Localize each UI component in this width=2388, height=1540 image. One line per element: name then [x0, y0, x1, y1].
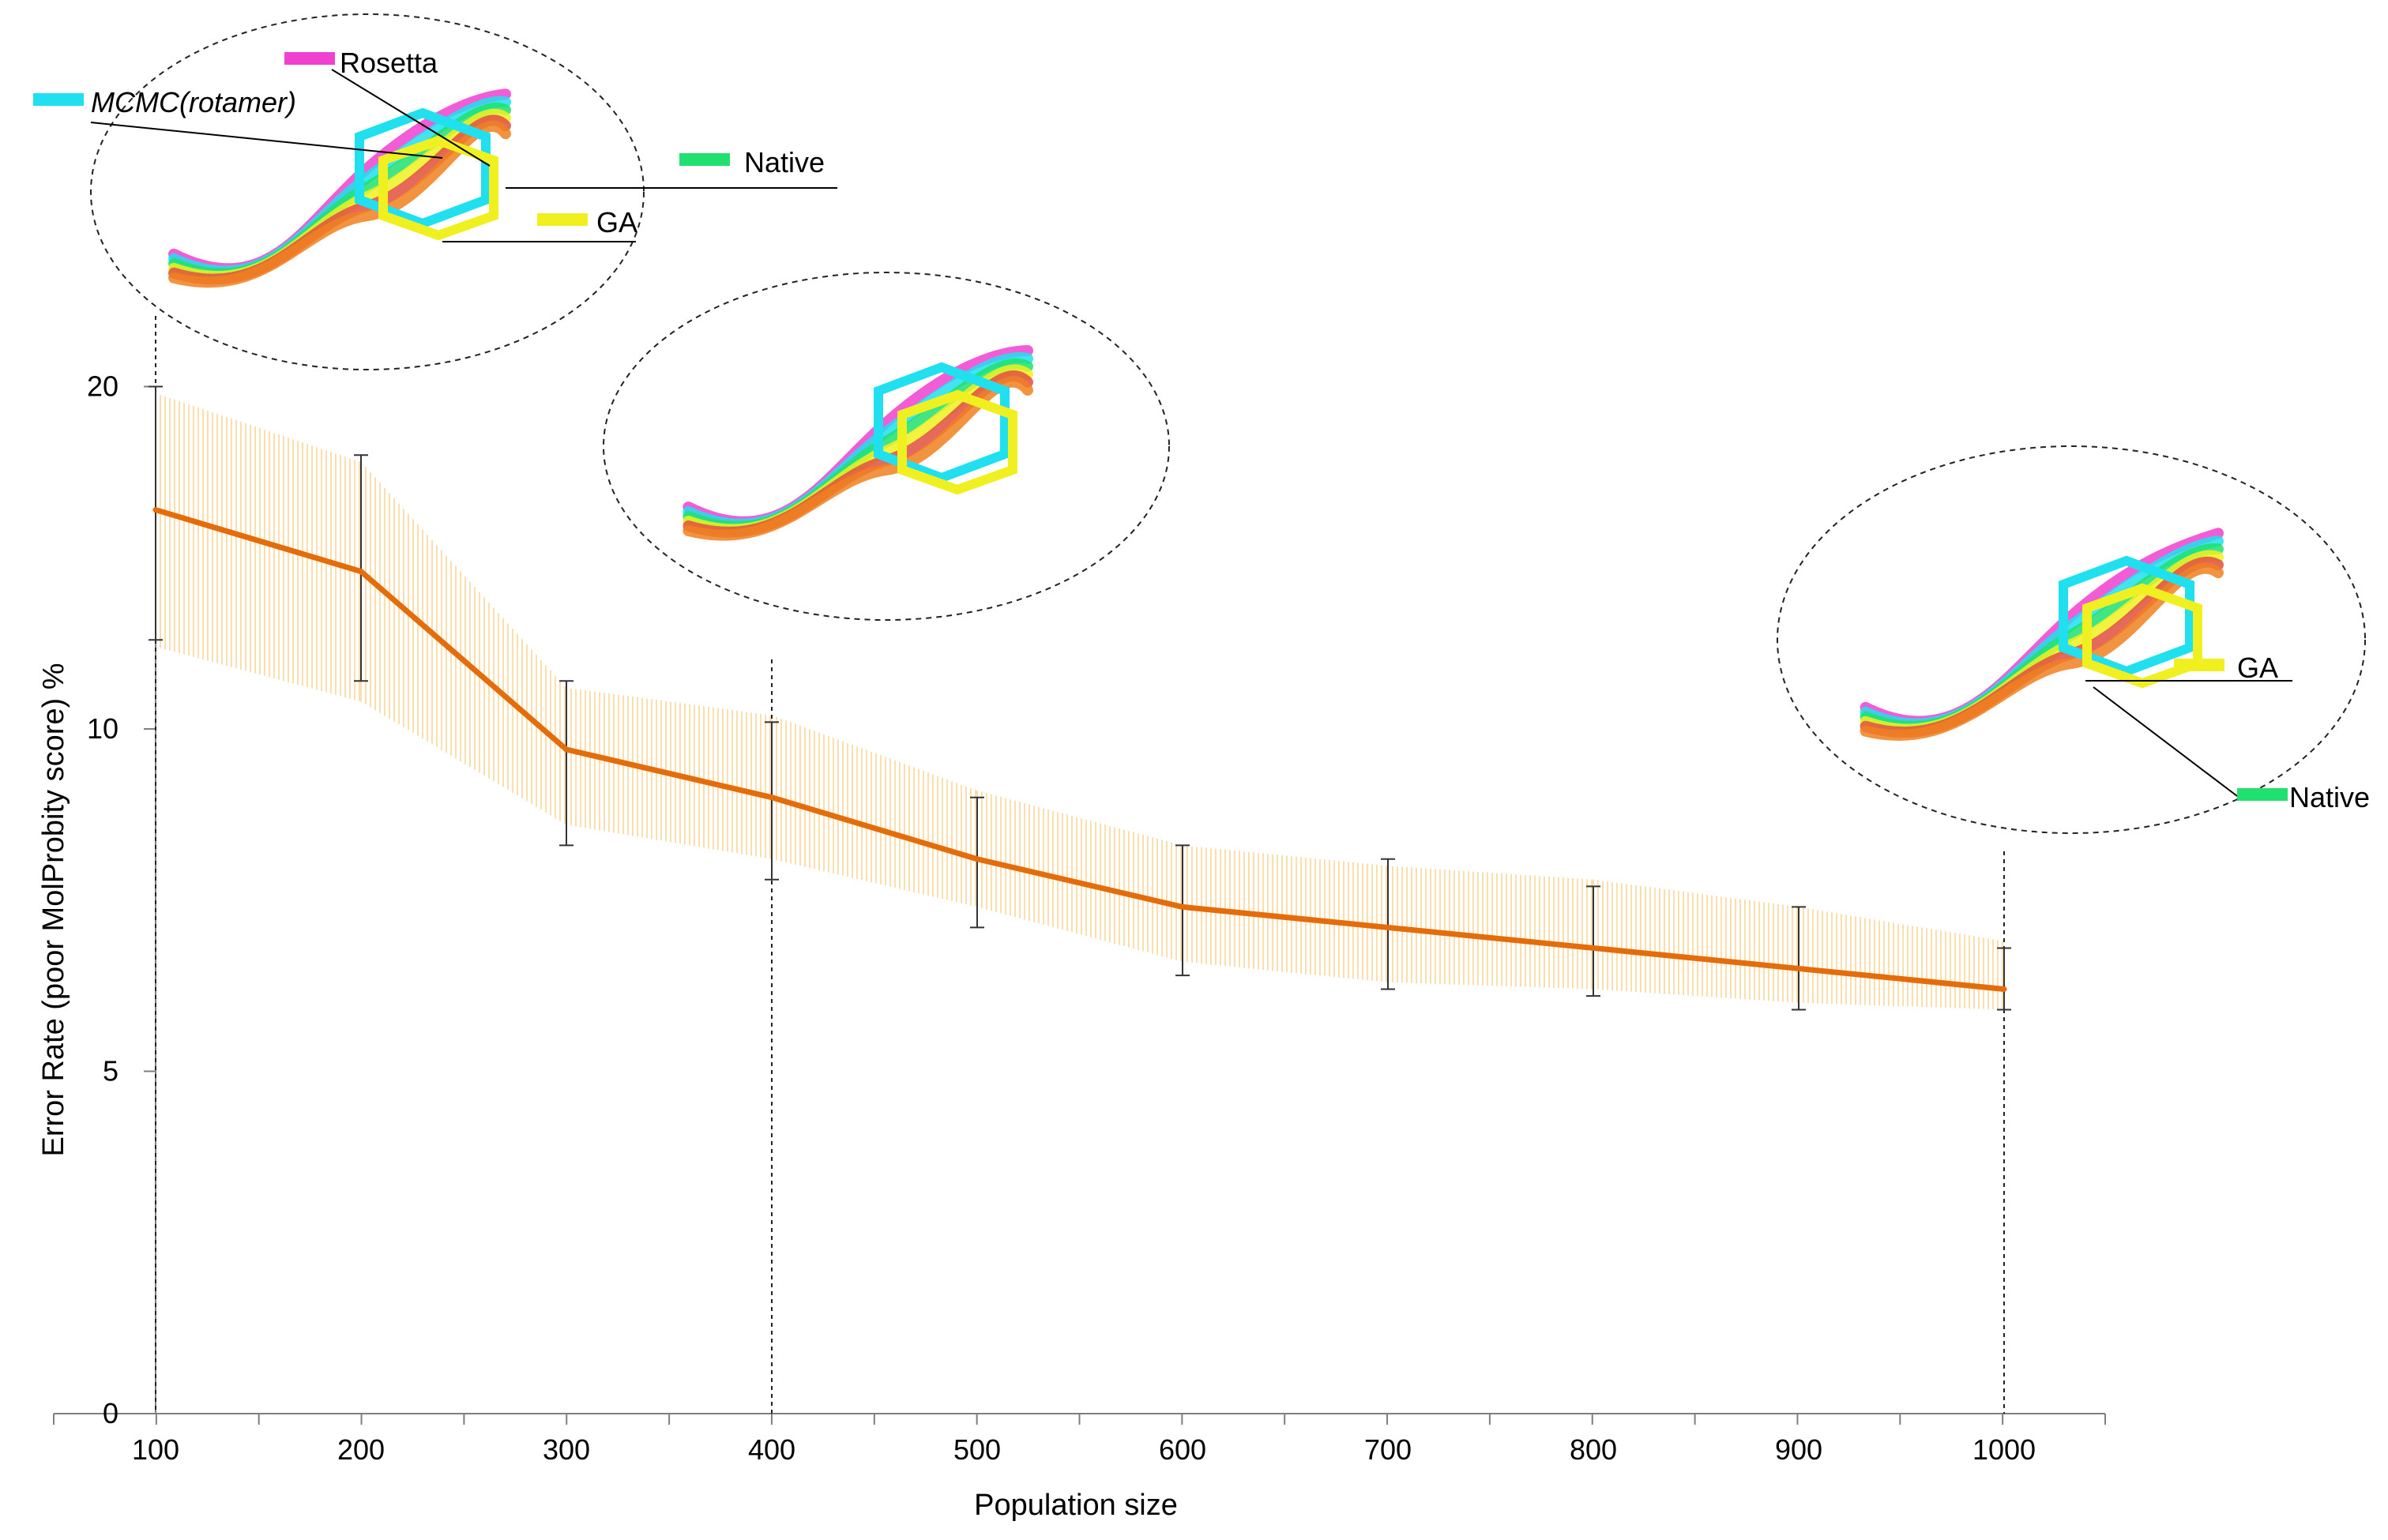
data-point: [1181, 905, 1184, 909]
x-axis-title: Population size: [974, 1489, 1178, 1522]
x-tick-label: 900: [1775, 1433, 1822, 1466]
legend-swatch: [284, 52, 335, 65]
legend-swatch: [537, 213, 588, 226]
data-point: [2003, 987, 2006, 991]
legend-label: MCMC(rotamer): [91, 86, 296, 118]
series-line: [152, 507, 2007, 992]
legend-swatch: [2237, 788, 2288, 801]
legend-label: Native: [2289, 781, 2370, 813]
x-tick-label: 800: [1570, 1433, 1617, 1466]
x-tick-label: 500: [953, 1433, 1001, 1466]
legend-swatch: [679, 153, 730, 166]
error-band: [155, 393, 2003, 1010]
data-point: [359, 569, 363, 573]
legend-label: GA: [596, 206, 637, 239]
molecule-ring: [2059, 555, 2194, 677]
data-point: [1386, 926, 1390, 930]
x-tick-label: 1000: [1972, 1433, 2036, 1466]
x-tick-label: 700: [1364, 1433, 1412, 1466]
data-point: [770, 795, 773, 799]
x-tick-label: 100: [132, 1433, 179, 1466]
molecule-sketch: [1860, 528, 2224, 741]
y-tick-label: 0: [103, 1397, 118, 1429]
y-tick-label: 5: [103, 1055, 118, 1087]
legend-label: Rosetta: [340, 47, 438, 79]
x-tick-label: 600: [1159, 1433, 1206, 1466]
legend-leader: [90, 122, 443, 159]
x-tick-label: 400: [748, 1433, 795, 1466]
molecule-sketch: [683, 345, 1033, 541]
legend-leader: [331, 69, 491, 167]
data-point: [1592, 946, 1595, 950]
molecule-sketch: [168, 88, 511, 288]
molecule-ring: [897, 389, 1017, 495]
molecule-ring: [874, 362, 1010, 483]
data-point: [154, 508, 157, 512]
data-point: [1797, 967, 1800, 971]
legend-swatch: [33, 93, 84, 106]
molecule-ring: [355, 107, 491, 229]
error-bars: [149, 385, 2011, 1011]
data-point: [976, 857, 979, 861]
legend-swatch: [2174, 659, 2224, 671]
legend-label: Native: [744, 146, 825, 178]
tick-labels: 100 200 300 400 500 600 700 800 900 1000 0 5 10 20: [87, 370, 2036, 1467]
callouts: Rosetta MCMC(rotamer) Native GA GA Native: [33, 13, 2370, 1414]
series-path: [152, 507, 2007, 992]
molecule-ring: [378, 135, 498, 241]
y-tick-label: 20: [87, 370, 118, 403]
x-tick-label: 300: [543, 1433, 590, 1466]
legend-label: GA: [2237, 652, 2278, 684]
data-point: [565, 748, 568, 752]
y-axis-title: Error Rate (poor MolProbity score) %: [37, 663, 70, 1156]
x-tick-label: 200: [337, 1433, 385, 1466]
y-tick-label: 10: [87, 712, 118, 745]
legend-leader: [2093, 686, 2238, 797]
